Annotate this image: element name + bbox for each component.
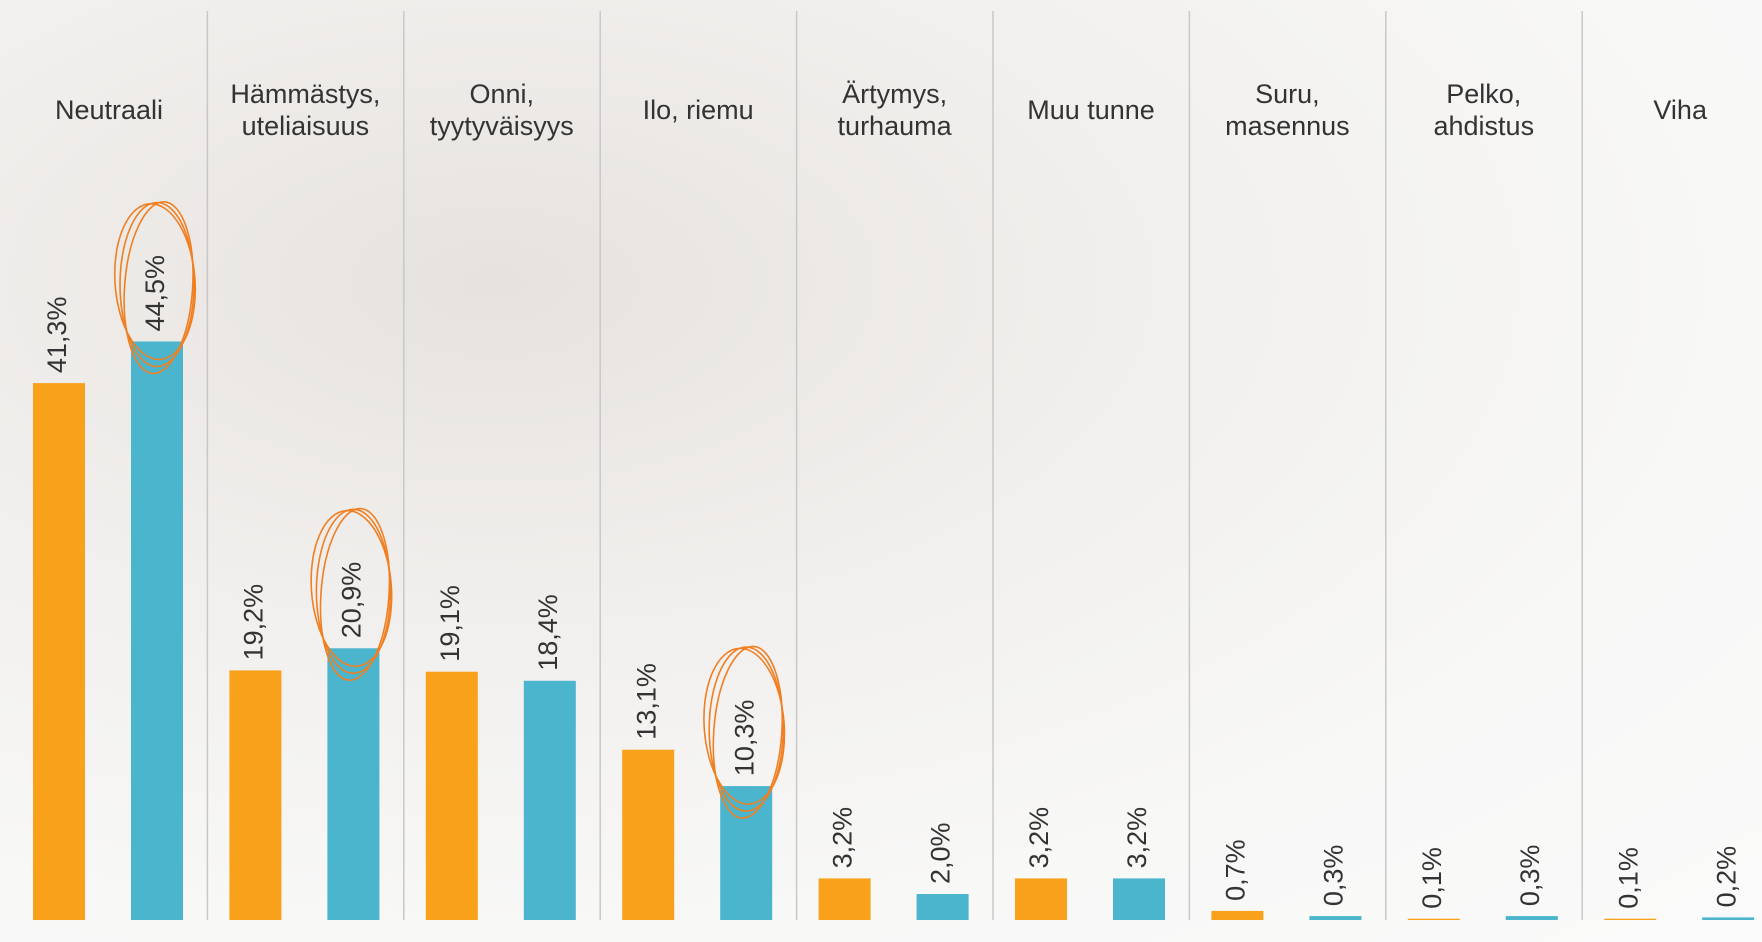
category-label: Onni, tyytyväisyys — [404, 78, 600, 142]
chart: 41,3% 44,5% 19,2% 20,9% 19,1% 18,4% 13,1% 10,3%… — [0, 0, 1762, 942]
bar — [1309, 916, 1361, 920]
bar — [1702, 917, 1754, 920]
value-label: 10,3% — [729, 700, 759, 777]
value-label: 13,1% — [631, 663, 661, 740]
bar — [33, 383, 85, 920]
value-label: 18,4% — [533, 594, 563, 671]
bar — [1211, 911, 1263, 920]
value-label: 20,9% — [337, 562, 367, 639]
bar — [1604, 919, 1656, 920]
category-label: Suru, masennus — [1189, 78, 1385, 142]
value-label: 0,1% — [1613, 847, 1643, 909]
category-label: Muu tunne — [993, 94, 1189, 126]
bar — [1113, 878, 1165, 920]
category-label: Viha — [1582, 94, 1762, 126]
value-label: 19,2% — [239, 584, 269, 661]
bar — [131, 342, 183, 921]
bar — [819, 878, 871, 920]
value-label: 0,1% — [1417, 847, 1447, 909]
bar — [327, 648, 379, 920]
bar — [1506, 916, 1558, 920]
bar — [622, 750, 674, 920]
bar — [524, 681, 576, 920]
value-label: 44,5% — [140, 255, 170, 332]
value-label: 2,0% — [926, 822, 956, 884]
category-label: Ilo, riemu — [600, 94, 796, 126]
bar — [720, 786, 772, 920]
value-label: 19,1% — [435, 585, 465, 662]
category-label: Pelko, ahdistus — [1386, 78, 1582, 142]
value-label: 41,3% — [42, 297, 72, 374]
value-label: 3,2% — [1024, 807, 1054, 869]
category-label: Hämmästys, uteliaisuus — [207, 78, 403, 142]
value-label: 3,2% — [1122, 807, 1152, 869]
bar — [229, 670, 281, 920]
category-label: Ärtymys, turhauma — [797, 78, 993, 142]
bar — [1408, 919, 1460, 920]
value-label: 3,2% — [828, 807, 858, 869]
bar — [426, 672, 478, 920]
value-label: 0,3% — [1515, 845, 1545, 907]
bar — [917, 894, 969, 920]
value-label: 0,3% — [1319, 845, 1349, 907]
value-label: 0,2% — [1711, 846, 1741, 908]
category-label: Neutraali — [11, 94, 207, 126]
bar — [1015, 878, 1067, 920]
value-label: 0,7% — [1221, 839, 1251, 901]
